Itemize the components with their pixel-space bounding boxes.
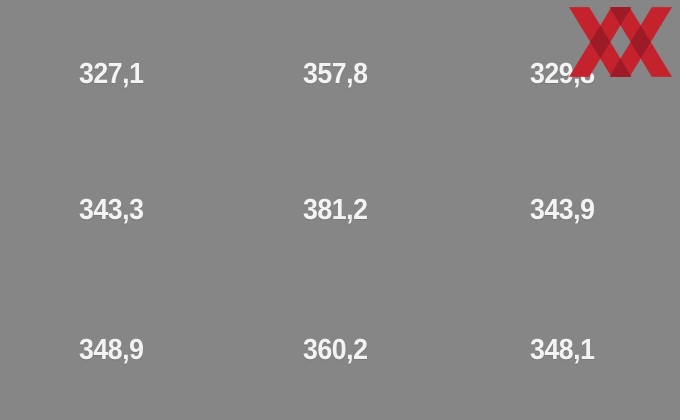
value-r1c2: 357,8 [303,58,368,90]
double-x-logo-icon [569,7,672,77]
logo-overlap [590,25,611,59]
value-r2c1: 343,3 [79,194,144,226]
logo-overlap [630,25,651,59]
value-r3c1: 348,9 [79,334,144,366]
value-r3c2: 360,2 [303,334,368,366]
value-r2c3: 343,9 [530,194,595,226]
logo-overlap [610,7,631,26]
value-r3c3: 348,1 [530,334,595,366]
value-r1c1: 327,1 [79,58,144,90]
value-r2c2: 381,2 [303,194,368,226]
logo-overlap [610,58,631,77]
